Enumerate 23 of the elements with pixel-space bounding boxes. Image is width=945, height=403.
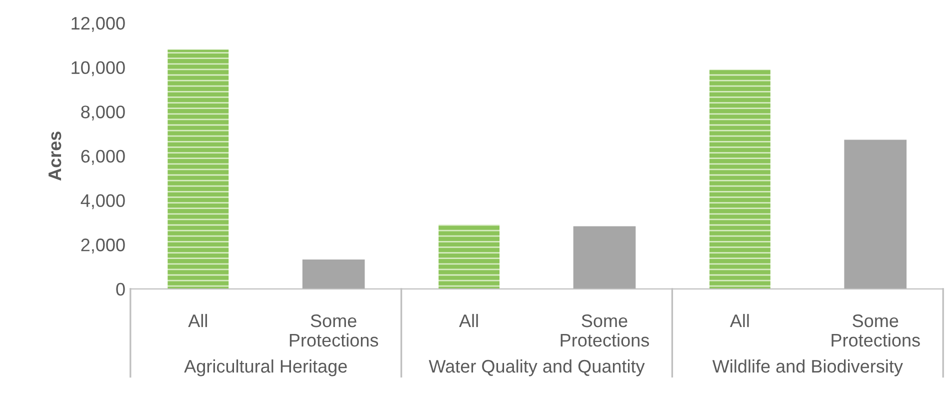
x-tick-label: All [188,314,207,328]
x-tick-label: All [730,314,749,328]
y-tick-label: 6,000 [81,150,125,165]
y-tick-label: 12,000 [72,16,125,32]
bar [844,140,907,289]
x-tick-label: Some Protections [290,314,378,347]
y-tick-label: 4,000 [80,194,125,210]
x-tick-label: Some Protections [560,314,649,347]
bar [302,259,365,289]
y-axis-title: Acres [48,132,62,181]
bar [438,224,500,289]
text: Water Quality and Quantity [428,359,645,376]
y-tick-label: 8,000 [81,106,125,120]
y-tick-label: 2,000 [81,238,125,254]
y-tick-label: 10,000 [72,61,125,76]
text: Wildlife and Biodiversity [712,359,903,376]
bar [573,226,636,289]
x-tick-label: All [459,314,478,328]
bar [709,70,770,289]
bar [168,50,229,289]
text: Agricultural Heritage [184,359,347,376]
y-tick-label: 0 [116,282,125,296]
x-tick-label: Some Protections [832,314,920,347]
